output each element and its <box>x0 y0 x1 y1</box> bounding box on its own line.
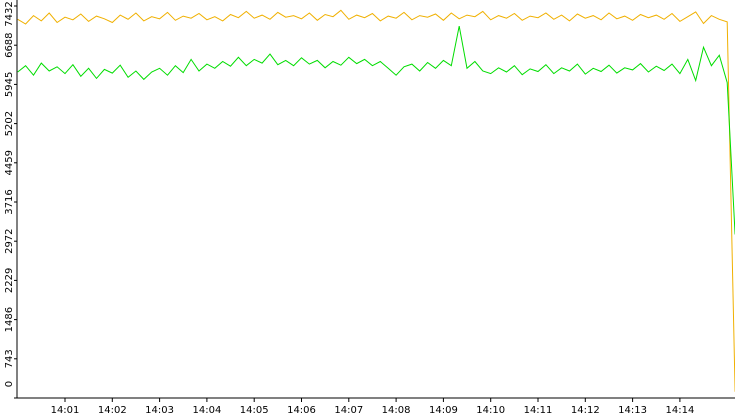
x-tick-label: 14:11 <box>524 405 553 415</box>
y-tick-label: 4459 <box>4 150 15 175</box>
x-tick-label: 14:05 <box>240 405 269 415</box>
x-tick-label: 14:01 <box>51 405 80 415</box>
y-tick-label: 5202 <box>4 111 15 136</box>
x-tick-label: 14:10 <box>476 405 505 415</box>
x-tick-label: 14:09 <box>429 405 458 415</box>
x-tick-label: 14:07 <box>334 405 363 415</box>
y-tick-label: 3716 <box>4 189 15 214</box>
y-tick-label: 0 <box>4 381 15 387</box>
series-line <box>17 9 735 392</box>
y-tick-label: 5945 <box>4 72 15 97</box>
x-tick-label: 14:02 <box>98 405 127 415</box>
y-tick-label: 743 <box>4 349 15 368</box>
x-tick-label: 14:14 <box>665 405 694 415</box>
x-tick-label: 14:08 <box>382 405 411 415</box>
x-tick-label: 14:03 <box>145 405 174 415</box>
x-tick-label: 14:13 <box>618 405 647 415</box>
y-tick-label: 1486 <box>4 307 15 332</box>
y-tick-label: 2972 <box>4 228 15 253</box>
y-tick-label: 7432 <box>4 1 15 26</box>
series-line <box>17 26 735 235</box>
y-tick-label: 6688 <box>4 32 15 57</box>
x-tick-label: 14:06 <box>287 405 316 415</box>
x-tick-label: 14:04 <box>192 405 221 415</box>
x-tick-label: 14:12 <box>571 405 600 415</box>
y-tick-label: 2229 <box>4 268 15 293</box>
